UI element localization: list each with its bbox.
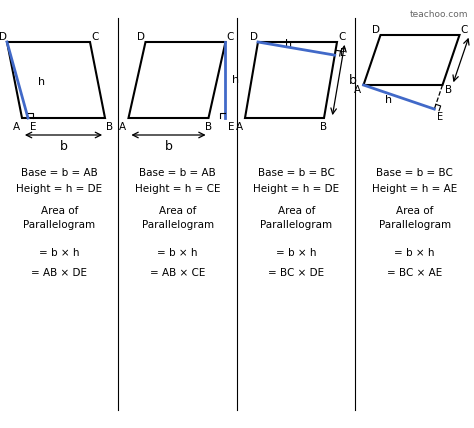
Text: = b × h: = b × h bbox=[276, 248, 317, 258]
Text: A: A bbox=[354, 85, 361, 95]
Text: teachoo.com: teachoo.com bbox=[410, 10, 468, 19]
Text: E: E bbox=[340, 48, 346, 58]
Text: D: D bbox=[373, 25, 381, 35]
Text: = b × h: = b × h bbox=[394, 248, 435, 258]
Text: = b × h: = b × h bbox=[39, 248, 80, 258]
Text: Area of: Area of bbox=[278, 206, 315, 216]
Text: B: B bbox=[320, 122, 328, 132]
Text: = AB × DE: = AB × DE bbox=[31, 268, 87, 278]
Text: h: h bbox=[232, 75, 239, 85]
Text: b: b bbox=[164, 140, 173, 154]
Text: B: B bbox=[205, 122, 212, 132]
Text: E: E bbox=[437, 112, 443, 122]
Text: B: B bbox=[445, 85, 452, 95]
Text: Parallelogram: Parallelogram bbox=[23, 220, 95, 230]
Text: = b × h: = b × h bbox=[157, 248, 198, 258]
Text: Height = h = DE: Height = h = DE bbox=[16, 184, 102, 194]
Text: = BC × AE: = BC × AE bbox=[387, 268, 442, 278]
Text: = BC × DE: = BC × DE bbox=[268, 268, 324, 278]
Text: h: h bbox=[38, 77, 46, 87]
Text: D: D bbox=[137, 32, 146, 42]
Text: Base = b = AB: Base = b = AB bbox=[139, 168, 216, 178]
Text: Area of: Area of bbox=[396, 206, 433, 216]
Text: b: b bbox=[349, 74, 357, 86]
Text: Base = b = AB: Base = b = AB bbox=[21, 168, 98, 178]
Text: Base = b = BC: Base = b = BC bbox=[376, 168, 453, 178]
Text: Parallelogram: Parallelogram bbox=[260, 220, 332, 230]
Text: D: D bbox=[0, 32, 7, 42]
Text: C: C bbox=[461, 25, 468, 35]
Text: Height = h = DE: Height = h = DE bbox=[253, 184, 339, 194]
Text: h: h bbox=[385, 95, 392, 105]
Text: B: B bbox=[107, 122, 114, 132]
Text: Height = h = CE: Height = h = CE bbox=[135, 184, 220, 194]
Text: A: A bbox=[236, 122, 243, 132]
Text: h: h bbox=[285, 39, 292, 48]
Text: E: E bbox=[30, 122, 36, 132]
Text: Parallelogram: Parallelogram bbox=[142, 220, 214, 230]
Text: D: D bbox=[250, 32, 258, 42]
Text: Height = h = AE: Height = h = AE bbox=[372, 184, 457, 194]
Text: Parallelogram: Parallelogram bbox=[379, 220, 451, 230]
Text: E: E bbox=[228, 122, 235, 132]
Text: C: C bbox=[338, 32, 346, 42]
Text: C: C bbox=[227, 32, 234, 42]
Text: = AB × CE: = AB × CE bbox=[150, 268, 205, 278]
Text: Area of: Area of bbox=[41, 206, 78, 216]
Text: C: C bbox=[91, 32, 99, 42]
Text: A: A bbox=[12, 122, 19, 132]
Text: Area of: Area of bbox=[159, 206, 196, 216]
Text: b: b bbox=[60, 140, 67, 154]
Text: A: A bbox=[119, 122, 126, 132]
Text: Base = b = BC: Base = b = BC bbox=[258, 168, 335, 178]
